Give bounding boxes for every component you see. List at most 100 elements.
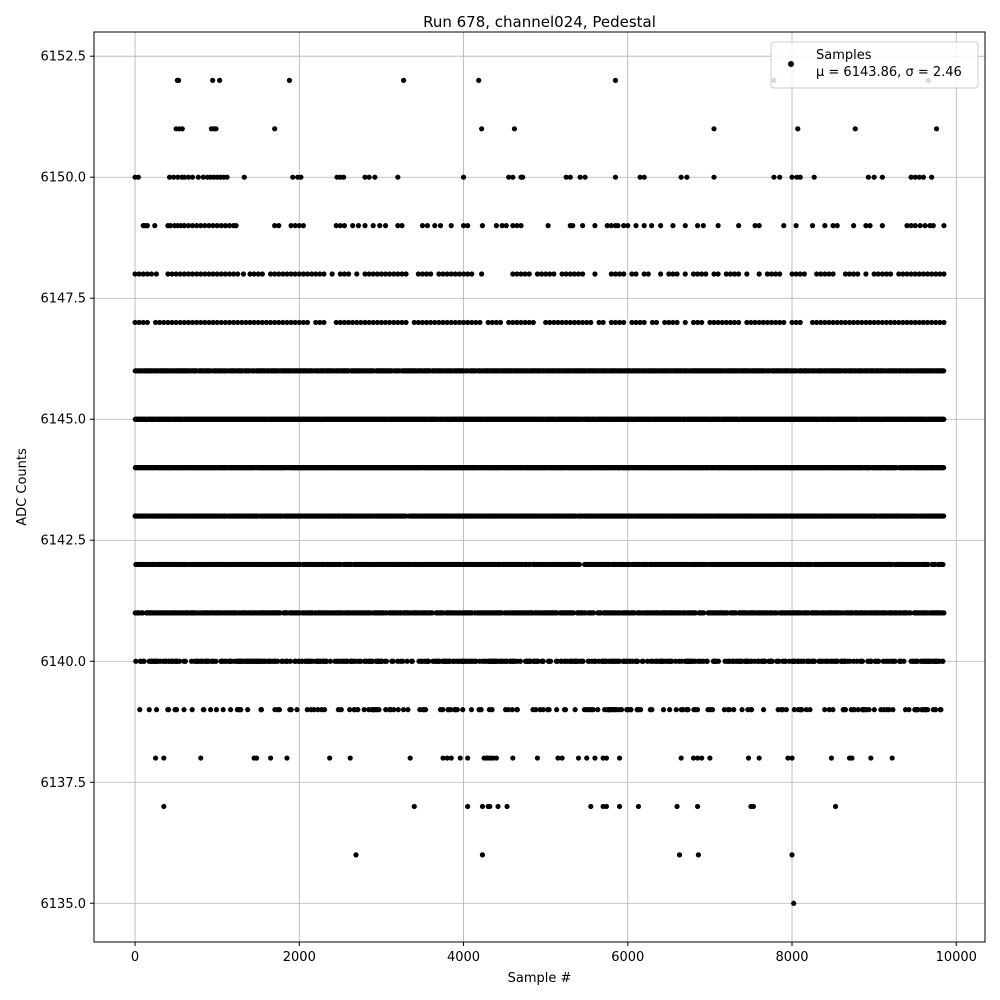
data-point bbox=[640, 658, 646, 664]
data-point bbox=[576, 561, 582, 568]
data-point bbox=[791, 707, 797, 713]
data-point bbox=[704, 658, 710, 664]
data-point bbox=[886, 707, 892, 713]
data-point bbox=[554, 707, 560, 713]
data-point bbox=[165, 707, 172, 713]
data-point bbox=[395, 707, 401, 713]
data-point bbox=[207, 707, 214, 713]
data-point bbox=[906, 707, 912, 713]
data-point bbox=[907, 610, 913, 616]
data-point bbox=[258, 707, 265, 713]
data-point bbox=[628, 707, 634, 713]
data-point bbox=[685, 707, 691, 713]
data-point bbox=[315, 707, 321, 713]
data-point bbox=[769, 658, 775, 664]
data-point bbox=[153, 707, 160, 713]
data-point bbox=[324, 658, 330, 664]
data-point bbox=[547, 658, 554, 664]
data-point bbox=[400, 658, 406, 664]
data-point bbox=[715, 658, 722, 664]
data-point bbox=[422, 707, 429, 713]
data-point bbox=[669, 658, 675, 664]
data-point bbox=[294, 707, 300, 713]
data-point bbox=[546, 707, 552, 713]
data-point bbox=[834, 658, 840, 664]
data-point bbox=[842, 707, 849, 713]
data-point bbox=[505, 707, 511, 713]
data-point bbox=[638, 707, 644, 713]
data-point bbox=[429, 610, 435, 616]
data-point bbox=[540, 707, 546, 713]
data-point bbox=[892, 658, 898, 664]
data-point bbox=[376, 707, 382, 713]
data-point bbox=[590, 610, 597, 616]
data-point bbox=[201, 707, 207, 713]
data-point bbox=[287, 658, 294, 664]
data-point bbox=[347, 707, 353, 713]
data-point bbox=[572, 707, 578, 713]
data-point bbox=[478, 707, 484, 713]
data-point bbox=[517, 658, 523, 664]
data-point bbox=[509, 707, 515, 713]
data-point bbox=[616, 658, 623, 664]
data-point bbox=[938, 707, 944, 713]
data-point bbox=[847, 658, 853, 664]
data-point bbox=[535, 658, 541, 664]
data-point bbox=[762, 658, 768, 664]
data-point bbox=[514, 707, 520, 713]
data-point bbox=[137, 707, 143, 713]
data-point bbox=[760, 707, 767, 713]
data-point bbox=[871, 707, 877, 713]
data-point bbox=[678, 658, 685, 664]
data-point bbox=[726, 707, 733, 713]
data-point bbox=[692, 610, 699, 616]
data-point bbox=[890, 707, 896, 713]
data-point bbox=[245, 707, 251, 713]
data-point bbox=[460, 707, 466, 713]
data-point bbox=[915, 707, 921, 713]
data-point bbox=[213, 658, 219, 664]
data-point bbox=[783, 658, 789, 664]
data-point bbox=[276, 707, 283, 713]
data-point bbox=[941, 465, 947, 471]
data-point bbox=[868, 658, 874, 664]
data-point bbox=[238, 707, 244, 713]
data-point bbox=[701, 610, 707, 616]
data-point bbox=[580, 658, 586, 664]
data-point bbox=[181, 707, 187, 713]
data-point bbox=[338, 707, 344, 713]
data-point bbox=[590, 707, 596, 713]
data-point bbox=[799, 707, 805, 713]
data-point bbox=[940, 658, 946, 664]
data-point bbox=[473, 658, 479, 664]
data-point bbox=[866, 707, 872, 713]
data-point bbox=[426, 658, 432, 664]
data-point bbox=[304, 707, 310, 713]
data-point bbox=[783, 707, 789, 713]
data-point bbox=[826, 707, 832, 713]
data-point bbox=[570, 610, 577, 616]
data-point bbox=[925, 707, 931, 713]
data-point bbox=[182, 658, 188, 664]
data-point bbox=[533, 707, 539, 713]
data-point bbox=[139, 610, 146, 616]
data-point bbox=[540, 658, 546, 664]
data-point bbox=[454, 707, 460, 713]
data-point bbox=[739, 707, 745, 713]
data-point bbox=[780, 707, 786, 713]
data-point bbox=[776, 658, 782, 664]
data-point bbox=[311, 707, 317, 713]
data-point bbox=[227, 707, 234, 713]
data-point bbox=[391, 707, 397, 713]
data-point bbox=[876, 658, 882, 664]
data-point bbox=[400, 707, 407, 713]
data-point bbox=[830, 707, 836, 713]
data-point bbox=[749, 707, 755, 713]
data-point bbox=[404, 658, 410, 664]
data-point bbox=[448, 707, 454, 713]
data-point bbox=[731, 707, 737, 713]
data-point bbox=[383, 707, 389, 713]
data-point bbox=[803, 707, 809, 713]
